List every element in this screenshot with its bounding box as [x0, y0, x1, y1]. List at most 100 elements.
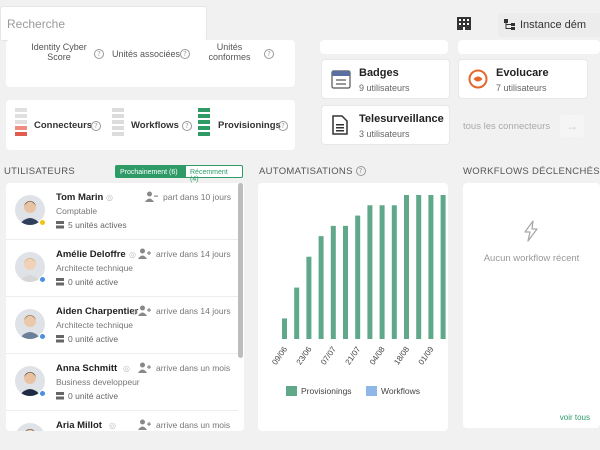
- legend-label[interactable]: Workflows: [381, 386, 420, 396]
- provisioning-bar[interactable]: [294, 287, 300, 339]
- user-list-item[interactable]: Anna Schmitt ◎ arrive dans un mois Busin…: [6, 354, 238, 411]
- help-icon[interactable]: ?: [264, 49, 274, 59]
- provisioning-bar[interactable]: [379, 205, 385, 339]
- help-icon[interactable]: ?: [182, 121, 192, 131]
- all-connectors-link[interactable]: tous les connecteurs: [463, 121, 551, 132]
- eye-icon[interactable]: ◎: [123, 364, 130, 373]
- provisioning-bar[interactable]: [416, 195, 422, 339]
- arrow-right-icon[interactable]: →: [560, 115, 584, 137]
- provisioning-bar[interactable]: [391, 205, 397, 339]
- presence-dot: [39, 276, 46, 283]
- eye-icon[interactable]: ◎: [109, 421, 116, 430]
- connectors-gauge-icon: [15, 108, 27, 138]
- x-tick-label: 01/09: [417, 345, 436, 367]
- help-icon[interactable]: ?: [180, 49, 190, 59]
- user-list-item[interactable]: Amélie Deloffre ◎ arrive dans 14 jours A…: [6, 240, 238, 297]
- card-top-fragment: [320, 40, 448, 54]
- kpi-summary-card: Identity Cyber Score ? Unités associées …: [6, 40, 295, 87]
- user-active-units: 0 unité active: [68, 277, 119, 287]
- presence-dot: [39, 333, 46, 340]
- tab-recent[interactable]: Récemment (4): [185, 165, 243, 183]
- instance-selector-button[interactable]: Instance dém: [498, 13, 600, 37]
- user-list-item[interactable]: Tom Marin ◎ part dans 10 jours Comptable…: [6, 183, 238, 240]
- avatar: [15, 423, 45, 431]
- legend-swatch[interactable]: [366, 386, 377, 396]
- eye-icon[interactable]: ◎: [129, 250, 136, 259]
- eye-icon[interactable]: ◎: [131, 307, 138, 316]
- kpi-automation-card: Connecteurs ? Workflows ? Provisionings …: [6, 100, 295, 150]
- provisioning-bar[interactable]: [306, 256, 312, 339]
- server-icon: [56, 221, 64, 229]
- users-list: Tom Marin ◎ part dans 10 jours Comptable…: [6, 183, 244, 431]
- help-icon[interactable]: ?: [94, 49, 104, 59]
- legend-label[interactable]: Provisionings: [301, 386, 352, 396]
- user-active-units: 0 unité active: [68, 391, 119, 401]
- instance-label: Instance dém: [520, 19, 587, 31]
- provisioning-bar[interactable]: [318, 236, 324, 339]
- provisioning-bar[interactable]: [404, 195, 409, 339]
- user-list-item[interactable]: Aiden Charpentier ◎ arrive dans 14 jours…: [6, 297, 238, 354]
- help-icon[interactable]: ?: [355, 166, 366, 177]
- provisioning-bar[interactable]: [428, 195, 434, 339]
- workflows-panel: Aucun workflow récent voir tous: [463, 183, 600, 428]
- x-tick-label: 21/07: [343, 345, 362, 367]
- connector-card-evolucare[interactable]: Evolucare 7 utilisateurs: [458, 59, 588, 99]
- user-plus-icon: [138, 305, 151, 316]
- connector-name: Badges: [359, 67, 399, 79]
- x-tick-label: 07/07: [319, 345, 338, 367]
- user-plus-icon: [138, 248, 151, 259]
- provisioning-bar[interactable]: [355, 215, 361, 339]
- presence-dot: [39, 390, 46, 397]
- provisioning-bar[interactable]: [440, 195, 446, 339]
- sitemap-icon: [504, 19, 515, 30]
- user-name: Anna Schmitt: [56, 363, 118, 374]
- provisioning-bar[interactable]: [343, 225, 348, 339]
- help-icon[interactable]: ?: [91, 121, 101, 131]
- connector-users-count: 3 utilisateurs: [359, 129, 410, 139]
- provisioning-bar[interactable]: [330, 225, 336, 339]
- users-section-title: UTILISATEURS: [4, 166, 75, 177]
- user-minus-icon: [145, 191, 158, 202]
- user-name: Tom Marin: [56, 192, 104, 203]
- eye-icon[interactable]: ◎: [106, 193, 113, 202]
- see-all-link[interactable]: voir tous: [559, 413, 590, 422]
- x-tick-label: 04/08: [368, 345, 387, 367]
- user-role: Comptable: [56, 206, 98, 216]
- connector-card-badges[interactable]: Badges 9 utilisateurs: [321, 59, 450, 99]
- avatar: [15, 252, 45, 282]
- user-status: arrive dans 14 jours: [156, 249, 231, 259]
- provisioning-bar[interactable]: [282, 318, 287, 339]
- workflows-empty-text: Aucun workflow récent: [483, 253, 580, 264]
- user-active-units: 5 unités actives: [68, 220, 127, 230]
- badge-icon: [331, 70, 351, 89]
- user-status: arrive dans un mois: [156, 363, 231, 373]
- x-tick-label: 23/06: [295, 345, 314, 367]
- connector-card-telesurveillance[interactable]: Telesurveillance 3 utilisateurs: [321, 105, 450, 145]
- user-plus-icon: [138, 419, 151, 430]
- provisioning-bar[interactable]: [367, 205, 373, 339]
- card-top-fragment: [458, 40, 600, 54]
- building-icon[interactable]: [456, 15, 472, 31]
- kpi-compliant-units: Unités conformes: [202, 42, 257, 62]
- connector-users-count: 9 utilisateurs: [359, 83, 410, 93]
- user-status: arrive dans 14 jours: [156, 306, 231, 316]
- workflows-section-title: WORKFLOWS DÉCLENCHÉS: [463, 166, 600, 177]
- automations-section-title: AUTOMATISATIONS ?: [259, 166, 366, 177]
- users-list-scrollbar[interactable]: [238, 183, 243, 358]
- help-icon[interactable]: ?: [278, 121, 288, 131]
- user-active-units: 0 unité active: [68, 334, 119, 344]
- automations-chart: 09/06 23/06 07/07 21/07 04/08 18/08 01/09 Provi…: [270, 195, 446, 396]
- x-tick-label: 09/06: [270, 345, 289, 367]
- legend-swatch[interactable]: [286, 386, 297, 396]
- search-input[interactable]: Recherche: [0, 6, 207, 41]
- user-list-item[interactable]: Aria Millot ◎ arrive dans un mois: [6, 411, 238, 431]
- workflows-gauge-icon: [112, 108, 124, 138]
- document-icon: [332, 115, 348, 135]
- kpi-connectors-label: Connecteurs: [34, 120, 93, 131]
- kpi-associated-units: Unités associées: [106, 49, 186, 59]
- connector-name: Evolucare: [496, 67, 549, 79]
- user-role: Architecte technique: [56, 320, 134, 330]
- tab-upcoming[interactable]: Prochainement (6): [115, 165, 185, 178]
- x-tick-label: 18/08: [392, 345, 411, 367]
- kpi-label: Unités associées: [111, 49, 181, 59]
